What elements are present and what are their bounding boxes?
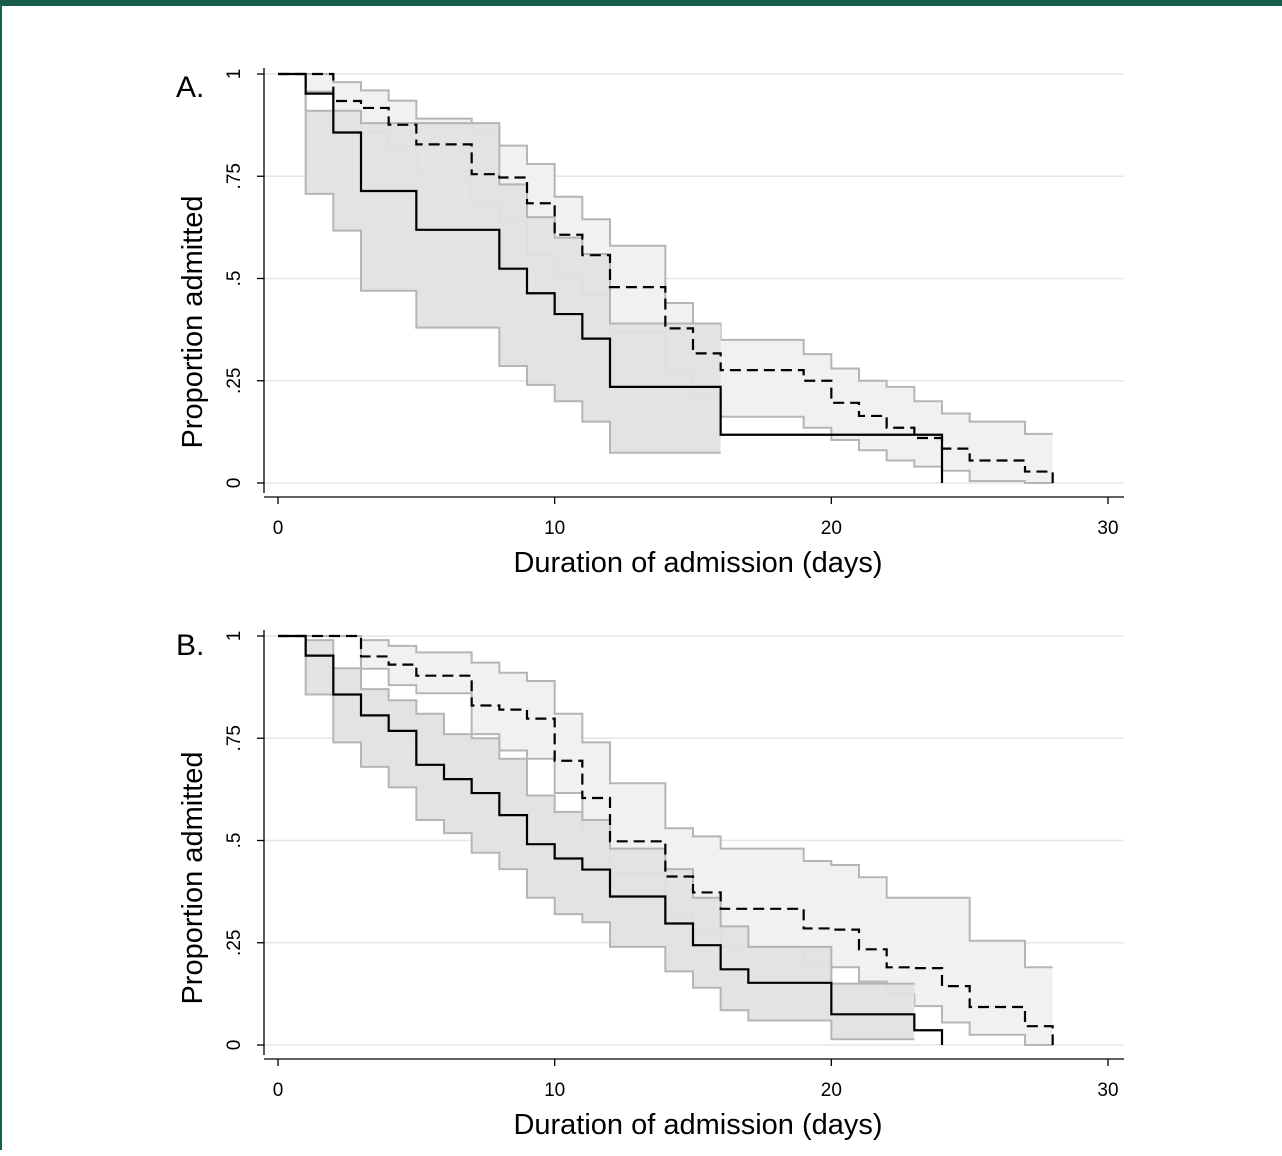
solid-ci-upper-edge xyxy=(278,73,721,325)
solid-ci-band xyxy=(278,636,915,1040)
y-axis-title: Proportion admitted xyxy=(177,195,209,448)
x-tick-label: 10 xyxy=(544,1080,565,1101)
solid-survival-curve xyxy=(278,72,944,483)
x-tick-label: 20 xyxy=(821,1080,842,1101)
x-tick-label: 10 xyxy=(544,518,565,539)
y-tick-label: .75 xyxy=(224,163,245,189)
dashed-survival-curve xyxy=(278,72,1054,483)
x-tick-label: 30 xyxy=(1097,1080,1118,1101)
x-tick-label: 0 xyxy=(273,518,284,539)
y-tick-label: .75 xyxy=(224,725,245,751)
dashed-ci-upper-edge xyxy=(278,73,1053,435)
x-tick-label: 0 xyxy=(273,1080,284,1101)
y-tick-label: 1 xyxy=(224,631,245,642)
solid-survival-curve xyxy=(278,634,944,1045)
y-tick-label: 0 xyxy=(224,478,245,489)
x-axis-title: Duration of admission (days) xyxy=(513,1109,882,1141)
solid-ci-lower-edge xyxy=(278,73,721,454)
y-axis-title: Proportion admitted xyxy=(177,751,209,1004)
survival-curves xyxy=(278,72,1054,483)
x-axis-title: Duration of admission (days) xyxy=(513,547,882,579)
y-tick-label: .5 xyxy=(224,271,245,287)
panel-label: B. xyxy=(176,629,204,662)
x-tick-label: 20 xyxy=(821,518,842,539)
y-tick-label: 0 xyxy=(224,1040,245,1051)
survival-curves xyxy=(278,634,1054,1045)
axes xyxy=(263,630,1124,1060)
y-tick-label: .5 xyxy=(224,833,245,849)
dashed-survival-curve xyxy=(278,634,1054,1045)
y-tick-label: 1 xyxy=(224,69,245,80)
x-tick-label: 30 xyxy=(1097,518,1118,539)
panel-label: A. xyxy=(176,71,204,104)
y-tick-label: .25 xyxy=(224,368,245,394)
axes xyxy=(263,68,1124,498)
solid-ci-lower-edge xyxy=(278,635,915,1041)
dashed-ci-upper-edge xyxy=(278,635,1053,969)
y-tick-label: .25 xyxy=(224,930,245,956)
solid-ci-upper-edge xyxy=(278,635,915,985)
